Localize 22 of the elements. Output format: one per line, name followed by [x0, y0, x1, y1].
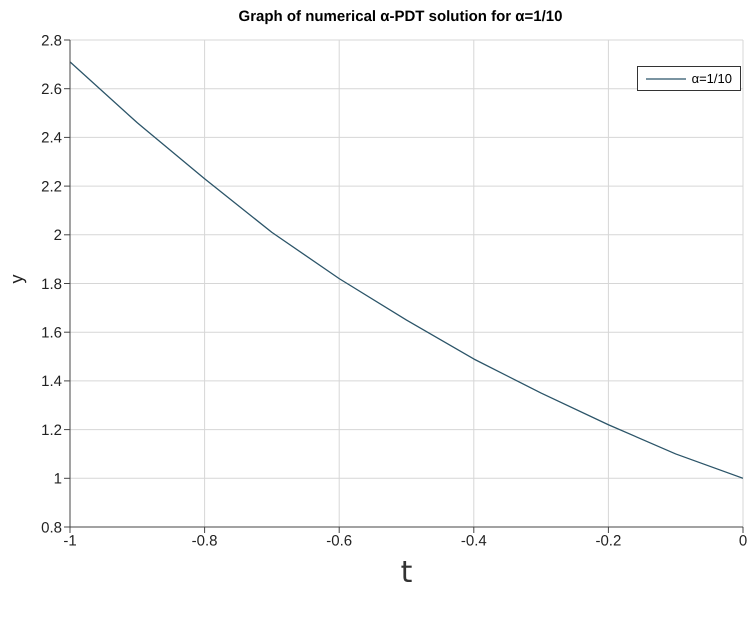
y-tick-label: 1.8	[41, 276, 62, 293]
chart-title: Graph of numerical α-PDT solution for α=1/10	[238, 8, 564, 27]
line-series	[70, 61, 743, 479]
y-tick-label: 1.6	[41, 324, 62, 342]
x-tick-label: -0.4	[460, 532, 487, 550]
y-tick-label: 0.8	[41, 519, 62, 536]
y-tick-label: 2.2	[41, 178, 62, 196]
y-tick-label: 1.2	[41, 422, 62, 439]
y-tick-label: 2	[54, 227, 62, 244]
y-tick-label: 2.6	[41, 81, 62, 98]
y-axis-title: y	[6, 274, 26, 284]
y-tick-label: 2.4	[41, 130, 62, 147]
legend-label: α=1/10	[692, 71, 732, 86]
y-tick-label: 1.4	[41, 373, 62, 390]
x-axis-title: t	[400, 555, 413, 590]
x-tick-label: -0.8	[192, 532, 218, 550]
y-tick-label: 2.8	[41, 32, 62, 50]
x-tick-label: -0.6	[326, 532, 352, 550]
x-tick-label: 0	[738, 532, 748, 550]
x-tick-label: -0.2	[595, 532, 622, 550]
x-tick-label: -1	[63, 532, 77, 550]
y-tick-label: 1	[54, 470, 62, 488]
